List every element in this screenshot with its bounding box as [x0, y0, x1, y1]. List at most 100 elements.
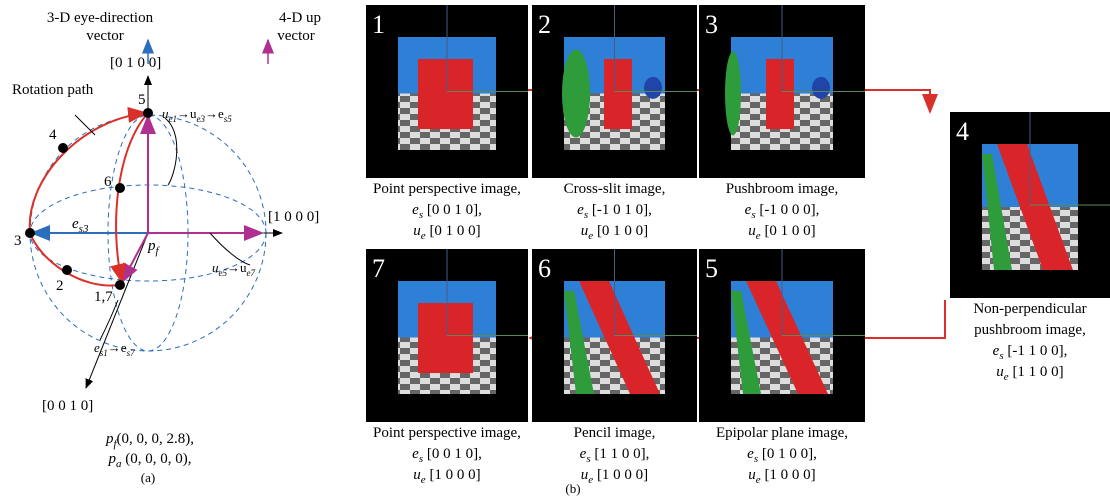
point-label: 6 — [104, 174, 112, 190]
panel-image — [366, 5, 528, 178]
text-part: u — [413, 467, 421, 483]
red-box — [418, 59, 473, 129]
panel-number: 5 — [705, 254, 718, 283]
subscript: f — [156, 245, 161, 257]
legend-label: vector — [86, 28, 123, 44]
eye-direction: es [0 0 1 0], — [412, 446, 482, 465]
text-part: →e — [108, 340, 127, 355]
point — [115, 183, 125, 193]
eye-direction: es [0 0 1 0], — [412, 202, 482, 221]
subscript: s7 — [127, 348, 136, 358]
text-part: u — [748, 223, 756, 239]
point-label: 5 — [138, 92, 146, 108]
text-part: u — [581, 223, 589, 239]
text-part: u — [581, 467, 589, 483]
text-part: (0, 0, 0, 0), — [122, 451, 192, 467]
point — [62, 265, 72, 275]
legend-label: vector — [277, 28, 314, 44]
text-part: [-1 0 1 0], — [588, 202, 652, 218]
legend-label: 3-D eye-direction — [47, 10, 154, 26]
panel-title: Non-perpendicular — [973, 301, 1086, 317]
panel-number: 4 — [956, 117, 969, 146]
red-box — [766, 59, 794, 129]
text-part: [0 1 0 0] — [761, 223, 816, 239]
panel-number: 2 — [538, 10, 551, 39]
axis-label: [1 0 0 0] — [268, 209, 319, 225]
eye-direction: es [0 1 0 0], — [747, 446, 817, 465]
point — [58, 143, 68, 153]
panel-image — [532, 5, 697, 178]
rotation-label: es1→es7 — [94, 340, 135, 358]
panel-title: Epipolar plane image, — [716, 425, 848, 441]
axis-label: [0 0 1 0] — [42, 398, 93, 414]
up-vector: ue [0 1 0 0] — [581, 223, 648, 242]
sphere — [812, 77, 830, 99]
rotation-label: ue1→ue3→es5 — [162, 106, 232, 124]
up-vector: ue [1 1 0 0] — [996, 364, 1063, 383]
text-part: u — [996, 364, 1004, 380]
rotation-path — [116, 113, 148, 282]
up-vector: ue [1 0 0 0] — [413, 467, 480, 486]
panel-title: Pushbroom image, — [726, 181, 839, 197]
text-part: [1 0 0 0] — [593, 467, 648, 483]
panel-number: 6 — [538, 254, 551, 283]
leader — [75, 115, 95, 135]
red-box — [418, 303, 473, 373]
subscript: e1 — [169, 114, 178, 124]
figure: 3-D eye-direction vector 4-D up vector [0 1 … — [0, 0, 1110, 502]
point — [115, 280, 125, 290]
subscript: e7 — [247, 268, 256, 278]
leader — [100, 300, 118, 340]
text-part: →e — [205, 106, 224, 121]
origin-label: pf — [147, 238, 161, 257]
panel-title: Pencil image, — [574, 425, 656, 441]
rotation-path — [30, 113, 146, 286]
eye-direction: es [-1 1 0 0], — [993, 343, 1068, 362]
up-vector: ue [0 1 0 0] — [748, 223, 815, 242]
text-part: u — [748, 467, 756, 483]
caption: (a) — [141, 470, 155, 485]
up-vector: ue [1 0 0 0] — [748, 467, 815, 486]
text-part: [1 1 0 0], — [591, 446, 650, 462]
text-part: →u — [177, 106, 197, 121]
text-part: →u — [227, 260, 247, 275]
parameter: pa (0, 0, 0, 0), — [108, 451, 192, 470]
caption: (b) — [565, 481, 580, 496]
panel-title: Cross-slit image, — [564, 181, 666, 197]
text-part: u — [413, 223, 421, 239]
text-part: [1 0 0 0] — [426, 467, 481, 483]
text-part: [0 1 0 0], — [758, 446, 817, 462]
text-part: [-1 1 0 0], — [1004, 343, 1068, 359]
point — [25, 228, 35, 238]
point — [143, 108, 153, 118]
up-vector: ue [1 0 0 0] — [581, 467, 648, 486]
panel-title: pushbroom image, — [974, 322, 1086, 338]
point-label: 4 — [49, 127, 57, 143]
panel-number: 3 — [705, 10, 718, 39]
eye-direction: es [-1 0 0 0], — [745, 202, 820, 221]
up-vector: ue [0 1 0 0] — [413, 223, 480, 242]
text-part: [0 0 1 0], — [423, 202, 482, 218]
legend-label: 4-D up — [279, 10, 321, 26]
parameter: pf(0, 0, 0, 2.8), — [105, 431, 194, 450]
green-object — [725, 52, 741, 136]
panel-image — [699, 249, 865, 422]
sphere — [644, 77, 662, 99]
point-label: 1,7 — [94, 289, 113, 305]
panel-image — [699, 5, 865, 178]
text-part: [0 1 0 0] — [426, 223, 481, 239]
up-vector — [122, 233, 148, 282]
text-part: [1 1 0 0] — [1009, 364, 1064, 380]
point-label: 2 — [56, 278, 64, 294]
eye-direction: es [-1 0 1 0], — [577, 202, 652, 221]
text-part: (0, 0, 0, 2.8), — [117, 431, 195, 447]
text-part: [-1 0 0 0], — [756, 202, 820, 218]
panel-image — [366, 249, 528, 422]
eye-direction: es [1 1 0 0], — [580, 446, 650, 465]
point-label: 3 — [14, 233, 22, 249]
panel-image — [532, 249, 697, 422]
panel-number: 1 — [372, 10, 385, 39]
axis-label: [0 1 0 0] — [110, 55, 161, 71]
panel-number: 7 — [372, 254, 385, 283]
rotation-label: ue5→ue7 — [212, 260, 255, 278]
